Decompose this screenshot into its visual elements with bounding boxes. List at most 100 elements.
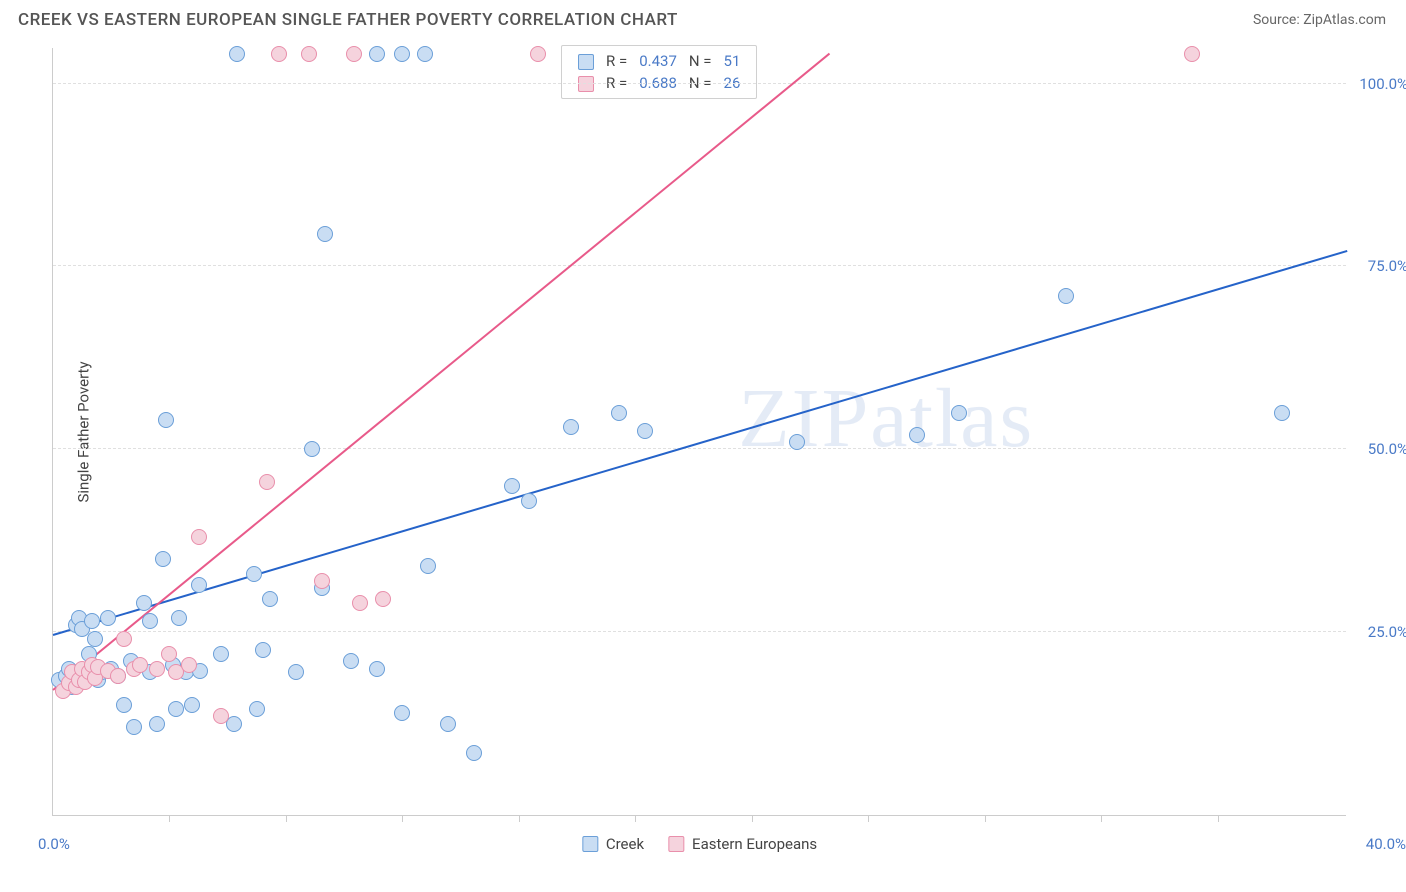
legend-item-creek: Creek	[582, 835, 644, 853]
data-point	[611, 405, 627, 421]
data-point	[789, 434, 805, 450]
y-tick-label: 75.0%	[1368, 257, 1406, 275]
data-point	[420, 558, 436, 574]
gridline	[53, 631, 1346, 632]
data-point	[136, 595, 152, 611]
x-tick	[1101, 815, 1102, 822]
data-point	[271, 46, 287, 62]
data-point	[191, 577, 207, 593]
n-value-creek: 51	[718, 50, 747, 72]
x-tick	[1218, 815, 1219, 822]
data-point	[466, 745, 482, 761]
source-attribution: Source: ZipAtlas.com	[1253, 12, 1386, 28]
data-point	[116, 697, 132, 713]
x-tick	[985, 815, 986, 822]
data-point	[417, 46, 433, 62]
data-point	[343, 653, 359, 669]
data-point	[1274, 405, 1290, 421]
data-point	[369, 661, 385, 677]
source-label: Source:	[1253, 12, 1300, 28]
data-point	[375, 591, 391, 607]
data-point	[142, 613, 158, 629]
data-point	[301, 46, 317, 62]
data-point	[504, 478, 520, 494]
data-point	[149, 716, 165, 732]
data-point	[132, 657, 148, 673]
x-tick	[402, 815, 403, 822]
chart-title: CREEK VS EASTERN EUROPEAN SINGLE FATHER …	[18, 10, 678, 30]
data-point	[1058, 288, 1074, 304]
scatter-chart: Single Father Poverty ZIPatlas R = 0.437…	[52, 48, 1346, 816]
data-point	[249, 701, 265, 717]
data-point	[100, 610, 116, 626]
gridline	[53, 83, 1346, 84]
swatch-eastern-bottom	[668, 836, 684, 852]
data-point	[530, 46, 546, 62]
x-tick	[169, 815, 170, 822]
data-point	[161, 646, 177, 662]
correlation-legend: R = 0.437 N = 51 R = 0.688 N = 26	[561, 45, 757, 99]
swatch-creek	[578, 54, 594, 70]
data-point	[1184, 46, 1200, 62]
r-value-creek: 0.437	[633, 50, 683, 72]
x-tick	[868, 815, 869, 822]
x-tick-max: 40.0%	[1366, 835, 1406, 853]
x-tick	[635, 815, 636, 822]
data-point	[440, 716, 456, 732]
data-point	[394, 46, 410, 62]
data-point	[191, 529, 207, 545]
data-point	[158, 412, 174, 428]
data-point	[352, 595, 368, 611]
data-point	[262, 591, 278, 607]
data-point	[229, 46, 245, 62]
data-point	[110, 668, 126, 684]
data-point	[246, 566, 262, 582]
data-point	[259, 474, 275, 490]
data-point	[346, 46, 362, 62]
data-point	[168, 701, 184, 717]
data-point	[909, 427, 925, 443]
chart-header: CREEK VS EASTERN EUROPEAN SINGLE FATHER …	[0, 0, 1406, 42]
x-tick	[286, 815, 287, 822]
data-point	[563, 419, 579, 435]
data-point	[181, 657, 197, 673]
x-tick	[519, 815, 520, 822]
x-tick	[752, 815, 753, 822]
data-point	[171, 610, 187, 626]
data-point	[116, 631, 132, 647]
y-tick-label: 50.0%	[1368, 440, 1406, 458]
data-point	[87, 631, 103, 647]
legend-item-eastern: Eastern Europeans	[668, 835, 817, 853]
swatch-eastern	[578, 76, 594, 92]
legend-label-creek: Creek	[606, 835, 644, 853]
series-legend: Creek Eastern Europeans	[582, 835, 817, 853]
data-point	[84, 613, 100, 629]
data-point	[184, 697, 200, 713]
data-point	[213, 646, 229, 662]
gridline	[53, 265, 1346, 266]
data-point	[155, 551, 171, 567]
legend-label-eastern: Eastern Europeans	[692, 835, 817, 853]
swatch-creek-bottom	[582, 836, 598, 852]
data-point	[126, 719, 142, 735]
data-point	[255, 642, 271, 658]
data-point	[369, 46, 385, 62]
data-point	[213, 708, 229, 724]
data-point	[314, 573, 330, 589]
gridline	[53, 448, 1346, 449]
data-point	[521, 493, 537, 509]
data-point	[637, 423, 653, 439]
y-tick-label: 100.0%	[1359, 75, 1406, 93]
y-axis-label: Single Father Poverty	[75, 361, 93, 502]
data-point	[317, 226, 333, 242]
y-tick-label: 25.0%	[1368, 623, 1406, 641]
data-point	[288, 664, 304, 680]
trend-line	[52, 53, 830, 691]
legend-row-creek: R = 0.437 N = 51	[572, 50, 746, 72]
x-tick-min: 0.0%	[38, 835, 70, 853]
data-point	[394, 705, 410, 721]
source-name: ZipAtlas.com	[1303, 12, 1386, 28]
data-point	[149, 661, 165, 677]
data-point	[304, 441, 320, 457]
data-point	[951, 405, 967, 421]
